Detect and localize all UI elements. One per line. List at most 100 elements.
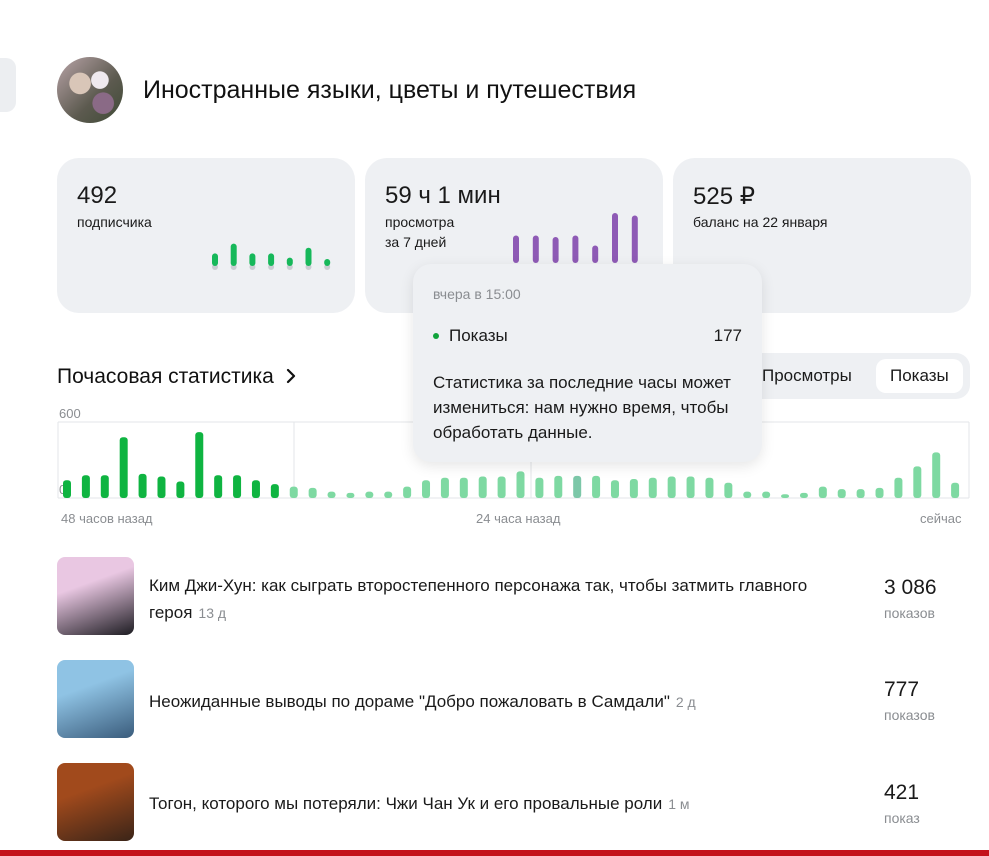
hourly-bar[interactable] <box>327 491 336 498</box>
hourly-bar[interactable] <box>81 475 90 498</box>
hourly-bar[interactable] <box>365 491 374 498</box>
hourly-bar[interactable] <box>478 476 487 498</box>
hourly-bar[interactable] <box>705 477 714 498</box>
article-thumbnail[interactable] <box>57 557 134 635</box>
hourly-bar[interactable] <box>573 475 582 498</box>
balance-label: баланс на 22 января <box>693 214 828 230</box>
hourly-bar[interactable] <box>629 479 638 498</box>
hourly-stats-link[interactable]: Почасовая статистика <box>57 364 296 390</box>
side-panel-tab[interactable] <box>0 58 16 112</box>
hourly-bar[interactable] <box>743 491 752 498</box>
article-thumbnail[interactable] <box>57 763 134 841</box>
hourly-bar[interactable] <box>856 489 865 498</box>
channel-avatar[interactable] <box>57 57 123 123</box>
subscribers-sparkline <box>212 243 331 270</box>
y-tick-label: 600 <box>59 406 81 421</box>
article-impressions-unit: показов <box>884 707 935 723</box>
views-sparkline <box>513 213 638 263</box>
x-tick-label-start: 48 часов назад <box>61 511 153 526</box>
hourly-bar[interactable] <box>251 480 260 498</box>
hourly-bar[interactable] <box>346 492 355 498</box>
hourly-bar[interactable] <box>781 494 790 498</box>
article-impressions-count: 3 086 <box>884 576 937 599</box>
article-title[interactable]: Ким Джи-Хун: как сыграть второстепенного… <box>149 572 829 627</box>
hourly-bar[interactable] <box>686 476 695 498</box>
hourly-bar[interactable] <box>214 475 223 498</box>
views-label: просмотра за 7 дней <box>385 212 454 252</box>
hourly-bar[interactable] <box>799 492 808 498</box>
hourly-bar[interactable] <box>724 482 733 498</box>
hourly-bar[interactable] <box>875 487 884 498</box>
hourly-bar[interactable] <box>176 481 185 498</box>
hourly-bar[interactable] <box>308 487 317 498</box>
channel-title: Иностранные языки, цветы и путешествия <box>143 75 637 104</box>
sparkline-bar <box>230 243 237 266</box>
hourly-bar[interactable] <box>762 491 771 498</box>
hourly-bar[interactable] <box>554 475 563 498</box>
tab-impressions[interactable]: Показы <box>876 359 963 393</box>
sparkline-bar <box>631 215 638 263</box>
x-tick-label-middle: 24 часа назад <box>476 511 561 526</box>
hourly-bar[interactable] <box>535 477 544 498</box>
sparkline-bar <box>513 235 519 263</box>
sparkline-bar <box>286 257 293 266</box>
sparkline-bar <box>212 253 218 266</box>
article-impressions-count: 421 <box>884 781 920 804</box>
hourly-bar[interactable] <box>403 486 412 498</box>
hourly-bar[interactable] <box>195 432 204 498</box>
hourly-bar[interactable] <box>119 437 128 498</box>
article-row[interactable]: Ким Джи-Хун: как сыграть второстепенного… <box>57 557 977 637</box>
tooltip-metric-value: 177 <box>713 326 742 345</box>
hourly-bar[interactable] <box>894 477 903 498</box>
views-label-line1: просмотра <box>385 214 455 230</box>
hourly-bar[interactable] <box>837 489 846 498</box>
subscribers-label: подписчика <box>77 214 152 230</box>
series-dot-icon <box>433 333 439 339</box>
sparkline-bar <box>268 253 275 266</box>
hourly-bar[interactable] <box>63 480 71 498</box>
tooltip-note: Статистика за последние часы может измен… <box>433 373 731 442</box>
subscribers-count: 492 <box>77 182 118 209</box>
y-tick-label: 0 <box>59 482 66 497</box>
article-impressions-unit: показов <box>884 605 935 621</box>
hourly-bar[interactable] <box>818 486 827 498</box>
hourly-bar[interactable] <box>270 484 279 498</box>
hourly-bar[interactable] <box>610 480 619 498</box>
hourly-bar[interactable] <box>459 477 468 498</box>
views-label-line2: за 7 дней <box>385 234 447 250</box>
hourly-bar[interactable] <box>233 475 242 498</box>
x-tick-label-end: сейчас <box>920 511 962 526</box>
sparkline-bar <box>305 247 312 266</box>
hourly-bar[interactable] <box>592 475 601 498</box>
hourly-bar[interactable] <box>138 473 147 498</box>
channel-header: Иностранные языки, цветы и путешествия <box>57 57 637 123</box>
article-row[interactable]: Тогон, которого мы потеряли: Чжи Чан Ук … <box>57 763 977 843</box>
hourly-bar[interactable] <box>516 471 525 498</box>
hourly-bar[interactable] <box>497 476 506 498</box>
hourly-bar[interactable] <box>913 466 922 498</box>
hourly-bar[interactable] <box>648 477 657 498</box>
article-title[interactable]: Тогон, которого мы потеряли: Чжи Чан Ук … <box>149 790 829 818</box>
chart-tooltip: вчера в 15:00 Показы 177 Статистика за п… <box>413 264 762 462</box>
hourly-bar[interactable] <box>440 477 449 498</box>
hourly-bar[interactable] <box>951 482 960 498</box>
subscribers-card[interactable]: 492 подписчика <box>57 158 355 313</box>
hourly-bar[interactable] <box>289 486 298 498</box>
hourly-bar[interactable] <box>100 475 109 498</box>
hourly-bar[interactable] <box>932 452 941 498</box>
hourly-bar[interactable] <box>157 476 166 498</box>
sparkline-bar <box>532 235 539 263</box>
hourly-bar[interactable] <box>667 476 676 498</box>
article-row[interactable]: Неожиданные выводы по дораме "Добро пожа… <box>57 660 977 740</box>
tab-views[interactable]: Просмотры <box>762 366 852 385</box>
hourly-bar[interactable] <box>384 491 393 498</box>
hourly-stats-title: Почасовая статистика <box>57 365 274 388</box>
article-thumbnail[interactable] <box>57 660 134 738</box>
hourly-bar[interactable] <box>422 480 431 498</box>
article-age: 13 д <box>198 605 227 621</box>
balance-value: 525 ₽ <box>693 183 755 210</box>
sparkline-bar <box>249 253 256 266</box>
article-title-text: Тогон, которого мы потеряли: Чжи Чан Ук … <box>149 794 663 813</box>
article-title[interactable]: Неожиданные выводы по дораме "Добро пожа… <box>149 688 829 716</box>
article-age: 1 м <box>668 796 690 812</box>
